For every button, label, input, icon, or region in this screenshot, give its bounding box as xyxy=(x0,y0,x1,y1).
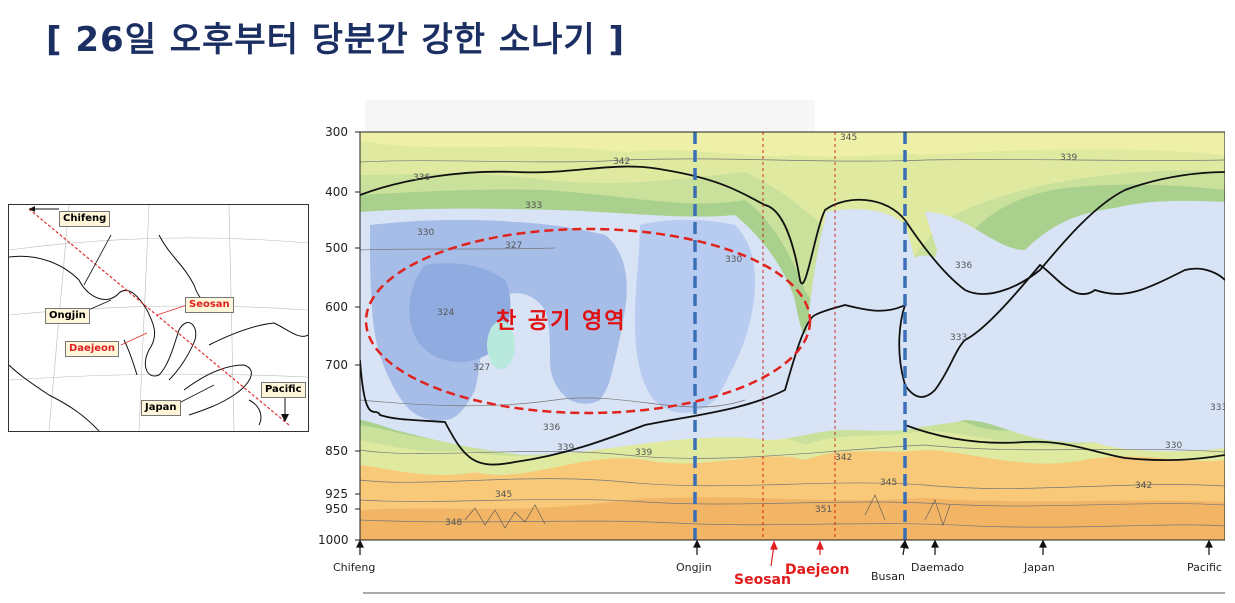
contour-label: 339 xyxy=(557,443,574,453)
y-tick-950: 950 xyxy=(325,502,348,516)
inset-map: Chifeng Ongjin Seosan Daejeon Japan Paci… xyxy=(8,204,309,432)
x-label-chifeng: Chifeng xyxy=(333,561,376,574)
contour-label: 348 xyxy=(445,518,462,528)
x-label-busan: Busan xyxy=(871,570,905,583)
contour-label: 351 xyxy=(815,505,832,515)
x-label-seosan: Seosan xyxy=(734,572,791,588)
map-label-daejeon: Daejeon xyxy=(65,341,120,357)
contour-label: 333 xyxy=(525,201,542,211)
contour-label: 327 xyxy=(473,363,490,373)
contour-label: 333 xyxy=(950,333,967,343)
contour-label: 330 xyxy=(725,255,742,265)
contour-label: 330 xyxy=(1165,441,1182,451)
y-tick-925: 925 xyxy=(325,487,348,501)
x-label-ongjin: Ongjin xyxy=(676,561,712,574)
contour-label: 330 xyxy=(417,228,434,238)
x-label-daemado: Daemado xyxy=(911,561,965,574)
map-label-ongjin: Ongjin xyxy=(45,308,90,324)
y-tick-600: 600 xyxy=(325,300,348,314)
map-label-japan: Japan xyxy=(141,400,181,416)
contour-label: 342 xyxy=(1135,481,1152,491)
contour-label: 336 xyxy=(543,423,560,433)
y-tick-500: 500 xyxy=(325,241,348,255)
map-label-chifeng: Chifeng xyxy=(59,211,111,227)
contour-label: 345 xyxy=(880,478,897,488)
x-label-daejeon: Daejeon xyxy=(785,562,850,578)
contour-label: 333 xyxy=(1210,403,1225,413)
contour-label: 339 xyxy=(1060,153,1077,163)
cold-air-annotation: 찬 공기 영역 xyxy=(496,309,627,334)
contour-label: 327 xyxy=(505,241,522,251)
x-label-pacific: Pacific xyxy=(1187,561,1222,574)
y-tick-300: 300 xyxy=(325,125,348,139)
contour-label: 345 xyxy=(840,133,857,143)
contour-label: 342 xyxy=(613,157,630,167)
map-graphic xyxy=(9,205,308,431)
contour-label: 345 xyxy=(495,490,512,500)
y-tick-700: 700 xyxy=(325,358,348,372)
y-tick-850: 850 xyxy=(325,444,348,458)
y-tick-1000: 1000 xyxy=(318,533,349,547)
contour-label: 324 xyxy=(437,308,454,318)
contour-label: 339 xyxy=(635,448,652,458)
contour-label: 342 xyxy=(835,453,852,463)
cross-section-chart: 345 342 339 336 333 330 327 324 327 330 … xyxy=(355,100,1225,594)
y-tick-400: 400 xyxy=(325,185,348,199)
contour-label: 336 xyxy=(955,261,972,271)
page-title: [ 26일 오후부터 당분간 강한 소나기 ] xyxy=(46,20,626,60)
x-label-japan: Japan xyxy=(1024,561,1055,574)
map-label-pacific: Pacific xyxy=(261,382,306,398)
map-label-seosan: Seosan xyxy=(185,297,234,313)
contour-label: 336 xyxy=(413,173,430,183)
